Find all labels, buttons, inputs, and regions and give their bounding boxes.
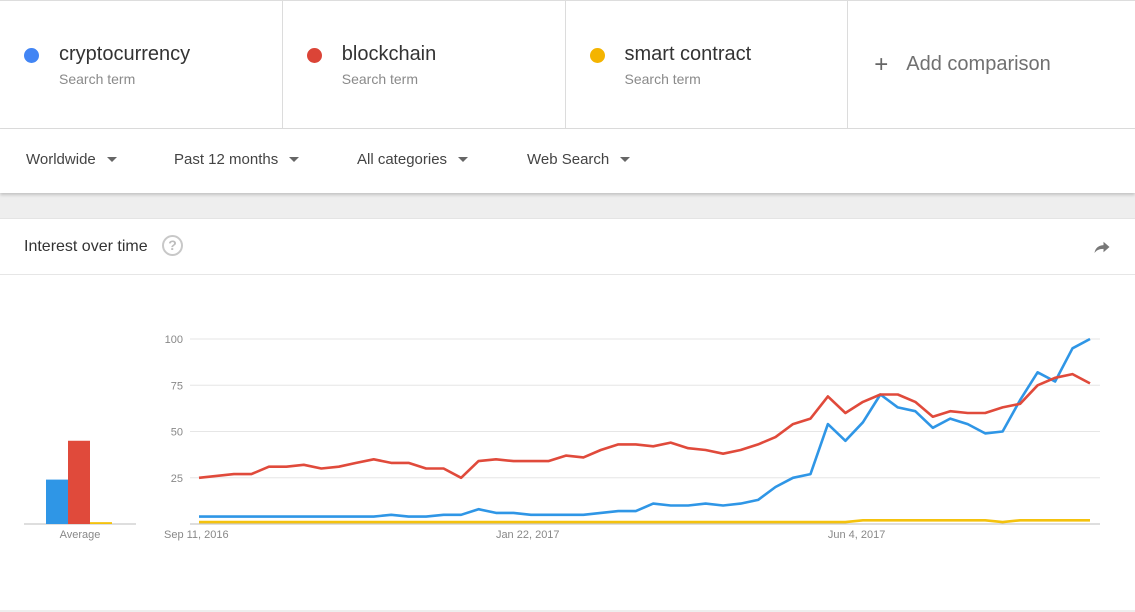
share-icon[interactable] [1092,238,1112,256]
x-tick-label: Jan 22, 2017 [496,529,560,541]
card-header: Interest over time ? [0,219,1135,275]
search-type-dropdown[interactable]: Web Search [527,151,631,168]
add-comparison-label: Add comparison [906,53,1051,75]
category-dropdown[interactable]: All categories [357,151,469,168]
term-color-dot [306,48,322,63]
dropdown-caret-icon [458,157,469,162]
dropdown-caret-icon [106,157,117,162]
term-name: cryptocurrency [59,43,191,65]
series-line-blockchain [198,372,1091,480]
plus-icon: + [874,50,889,78]
term-color-dot [589,48,605,63]
y-tick-label: 75 [171,380,183,392]
category-label: All categories [357,151,448,168]
card-title: Interest over time [24,238,148,255]
term-name: blockchain [341,43,437,65]
dropdown-caret-icon [620,157,631,162]
interest-over-time-card: Interest over time ? 25 50 75 100 Sep 11, 20… [0,218,1135,610]
y-tick-label: 25 [171,473,183,485]
average-bar-cryptocurrency [46,479,68,524]
add-comparison-button[interactable]: + Add comparison [848,1,1135,129]
help-icon[interactable]: ? [162,235,183,256]
y-tick-label: 100 [165,334,183,346]
x-tick-label: Jun 4, 2017 [828,529,886,541]
region-label: Worldwide [26,151,96,168]
interest-chart: 25 50 75 100 Sep 11, 2016 Jan 22, 2017 Jun 4, … [24,334,1100,541]
term-type-label: Search term [341,71,418,87]
series-line-cryptocurrency [199,337,1091,518]
average-bar-smart-contract [90,522,112,524]
term-card-blockchain[interactable]: blockchain Search term [283,1,566,129]
term-color-dot [24,48,39,63]
y-tick-label: 50 [171,427,183,439]
term-card-cryptocurrency[interactable]: cryptocurrency Search term [0,1,283,129]
term-type-label: Search term [624,71,701,87]
x-tick-label: Sep 11, 2016 [164,529,229,541]
average-bar-blockchain [68,440,90,524]
time-range-dropdown[interactable]: Past 12 months [174,151,300,168]
filter-bar: Worldwide Past 12 months All categories … [0,129,1135,193]
average-label: Average [60,529,101,541]
term-card-smart-contract[interactable]: smart contract Search term [566,1,849,129]
series-line-smart-contract [199,518,1090,524]
search-type-label: Web Search [527,151,610,168]
search-terms-bar: cryptocurrency Search term blockchain Se… [0,0,1135,129]
dropdown-caret-icon [289,157,300,162]
time-range-label: Past 12 months [174,151,279,168]
term-name: smart contract [624,43,752,65]
term-type-label: Search term [59,71,136,87]
region-dropdown[interactable]: Worldwide [26,151,117,168]
